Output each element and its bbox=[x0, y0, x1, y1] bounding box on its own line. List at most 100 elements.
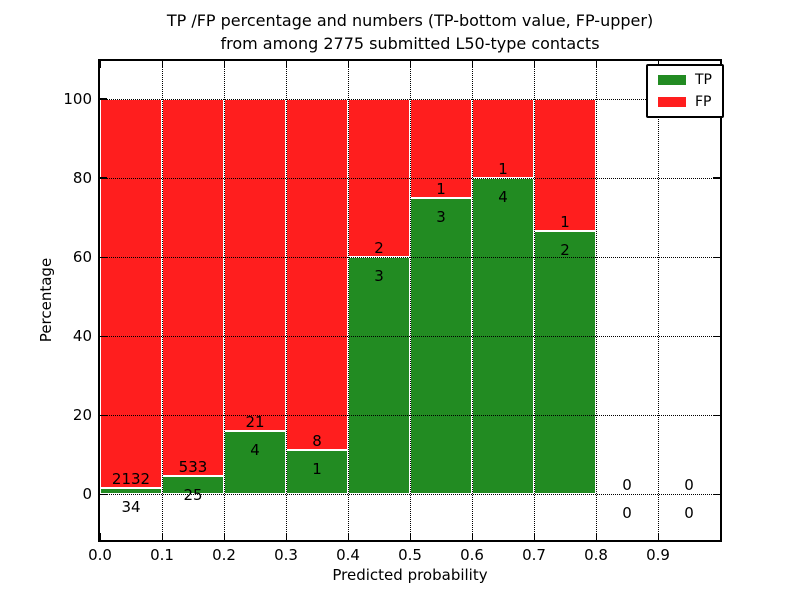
bar-segment-tp bbox=[348, 257, 410, 495]
tp-count-label: 0 bbox=[622, 504, 632, 523]
fp-count-label: 21 bbox=[245, 412, 265, 431]
bar-segment-tp bbox=[534, 230, 596, 495]
fp-count-label: 8 bbox=[312, 432, 322, 451]
x-tick-mark bbox=[347, 533, 349, 540]
x-tick-mark bbox=[99, 533, 101, 540]
tp-count-label: 3 bbox=[374, 267, 384, 286]
y-tick-label: 80 bbox=[72, 168, 92, 187]
fp-count-label: 1 bbox=[498, 159, 508, 178]
fp-count-label: 1 bbox=[560, 212, 570, 231]
x-tick-mark bbox=[409, 61, 411, 68]
fp-count-label: 0 bbox=[622, 476, 632, 495]
gridline-vertical bbox=[596, 61, 597, 540]
x-tick-label: 0.5 bbox=[398, 546, 422, 564]
y-axis-label: Percentage bbox=[37, 257, 55, 343]
x-tick-mark bbox=[347, 61, 349, 68]
tp-count-label: 0 bbox=[684, 504, 694, 523]
bar-segment-tp bbox=[286, 450, 348, 495]
gridline-vertical bbox=[658, 61, 659, 540]
fp-count-label: 2 bbox=[374, 239, 384, 258]
tp-count-label: 4 bbox=[498, 187, 508, 206]
x-tick-mark bbox=[161, 533, 163, 540]
tp-count-label: 25 bbox=[183, 486, 203, 505]
y-tick-mark bbox=[713, 493, 720, 496]
x-tick-mark bbox=[595, 61, 597, 68]
y-tick-mark bbox=[100, 414, 107, 417]
gridline-vertical bbox=[162, 61, 163, 540]
x-tick-mark bbox=[471, 61, 473, 68]
x-tick-label: 0.9 bbox=[646, 546, 670, 564]
y-tick-mark bbox=[713, 335, 720, 338]
y-tick-mark bbox=[100, 335, 107, 338]
chart-title-line2: from among 2775 submitted L50-type conta… bbox=[220, 34, 600, 53]
y-tick-label: 20 bbox=[72, 406, 92, 425]
tp-count-label: 4 bbox=[250, 440, 260, 459]
bar-segment-tp bbox=[410, 197, 472, 495]
x-tick-label: 0.3 bbox=[274, 546, 298, 564]
y-tick-mark bbox=[100, 98, 107, 100]
x-axis-label: Predicted probability bbox=[332, 566, 488, 584]
x-tick-label: 0.6 bbox=[460, 546, 484, 564]
y-tick-mark bbox=[713, 414, 720, 417]
x-tick-mark bbox=[161, 61, 163, 68]
legend: TP FP bbox=[646, 64, 724, 118]
gridline-vertical bbox=[224, 61, 225, 540]
x-tick-mark bbox=[285, 533, 287, 540]
y-tick-label: 40 bbox=[72, 327, 92, 346]
chart-title-line1: TP /FP percentage and numbers (TP-bottom… bbox=[166, 11, 654, 30]
fp-count-label: 1 bbox=[436, 179, 446, 198]
fp-color-swatch-icon bbox=[658, 97, 686, 107]
tp-color-swatch-icon bbox=[658, 75, 686, 85]
x-tick-mark bbox=[285, 61, 287, 68]
plot-area: 2132 34 533 25 21 4 8 1 2 3 1 3 1 4 1 2 0 0 0 0 bbox=[98, 59, 722, 542]
fp-count-label: 533 bbox=[178, 458, 208, 477]
bar-segment-tp bbox=[100, 487, 162, 495]
x-tick-mark bbox=[99, 61, 101, 68]
x-tick-label: 0.8 bbox=[584, 546, 608, 564]
bar-segment-fp bbox=[534, 98, 596, 231]
bar-segment-tp bbox=[224, 430, 286, 495]
x-tick-mark bbox=[595, 533, 597, 540]
fp-count-label: 2132 bbox=[111, 469, 151, 488]
legend-label-fp: FP bbox=[695, 94, 712, 110]
gridline-vertical bbox=[286, 61, 287, 540]
gridline-vertical bbox=[410, 61, 411, 540]
gridline-vertical bbox=[348, 61, 349, 540]
x-tick-label: 0.7 bbox=[522, 546, 546, 564]
tp-count-label: 1 bbox=[312, 460, 322, 479]
gridline-vertical bbox=[472, 61, 473, 540]
x-tick-mark bbox=[409, 533, 411, 540]
y-tick-mark bbox=[100, 493, 107, 496]
y-tick-mark bbox=[713, 256, 720, 259]
x-tick-label: 0.0 bbox=[88, 546, 112, 564]
x-tick-label: 0.4 bbox=[336, 546, 360, 564]
x-tick-mark bbox=[533, 61, 535, 68]
tp-count-label: 34 bbox=[121, 497, 141, 516]
tp-count-label: 3 bbox=[436, 207, 446, 226]
bar-segment-fp bbox=[224, 98, 286, 431]
x-tick-mark bbox=[223, 61, 225, 68]
y-tick-label: 60 bbox=[72, 248, 92, 267]
tp-count-label: 2 bbox=[560, 240, 570, 259]
y-tick-label: 100 bbox=[63, 89, 92, 108]
y-tick-mark bbox=[713, 177, 720, 179]
x-tick-mark bbox=[657, 533, 659, 540]
x-tick-mark bbox=[223, 533, 225, 540]
bar-segment-fp bbox=[286, 98, 348, 451]
x-tick-mark bbox=[471, 533, 473, 540]
legend-entry-tp: TP bbox=[658, 73, 712, 87]
y-tick-label: 0 bbox=[82, 485, 92, 504]
bar-segment-fp bbox=[162, 98, 224, 477]
x-tick-mark bbox=[533, 533, 535, 540]
y-tick-mark bbox=[100, 256, 107, 259]
x-tick-label: 0.2 bbox=[212, 546, 236, 564]
y-tick-mark bbox=[100, 177, 107, 179]
bar-segment-fp bbox=[100, 98, 162, 488]
legend-entry-fp: FP bbox=[658, 95, 712, 109]
chart-title: TP /FP percentage and numbers (TP-bottom… bbox=[20, 9, 800, 55]
fp-count-label: 0 bbox=[684, 476, 694, 495]
legend-label-tp: TP bbox=[695, 72, 712, 88]
x-tick-label: 0.1 bbox=[150, 546, 174, 564]
gridline-vertical bbox=[534, 61, 535, 540]
